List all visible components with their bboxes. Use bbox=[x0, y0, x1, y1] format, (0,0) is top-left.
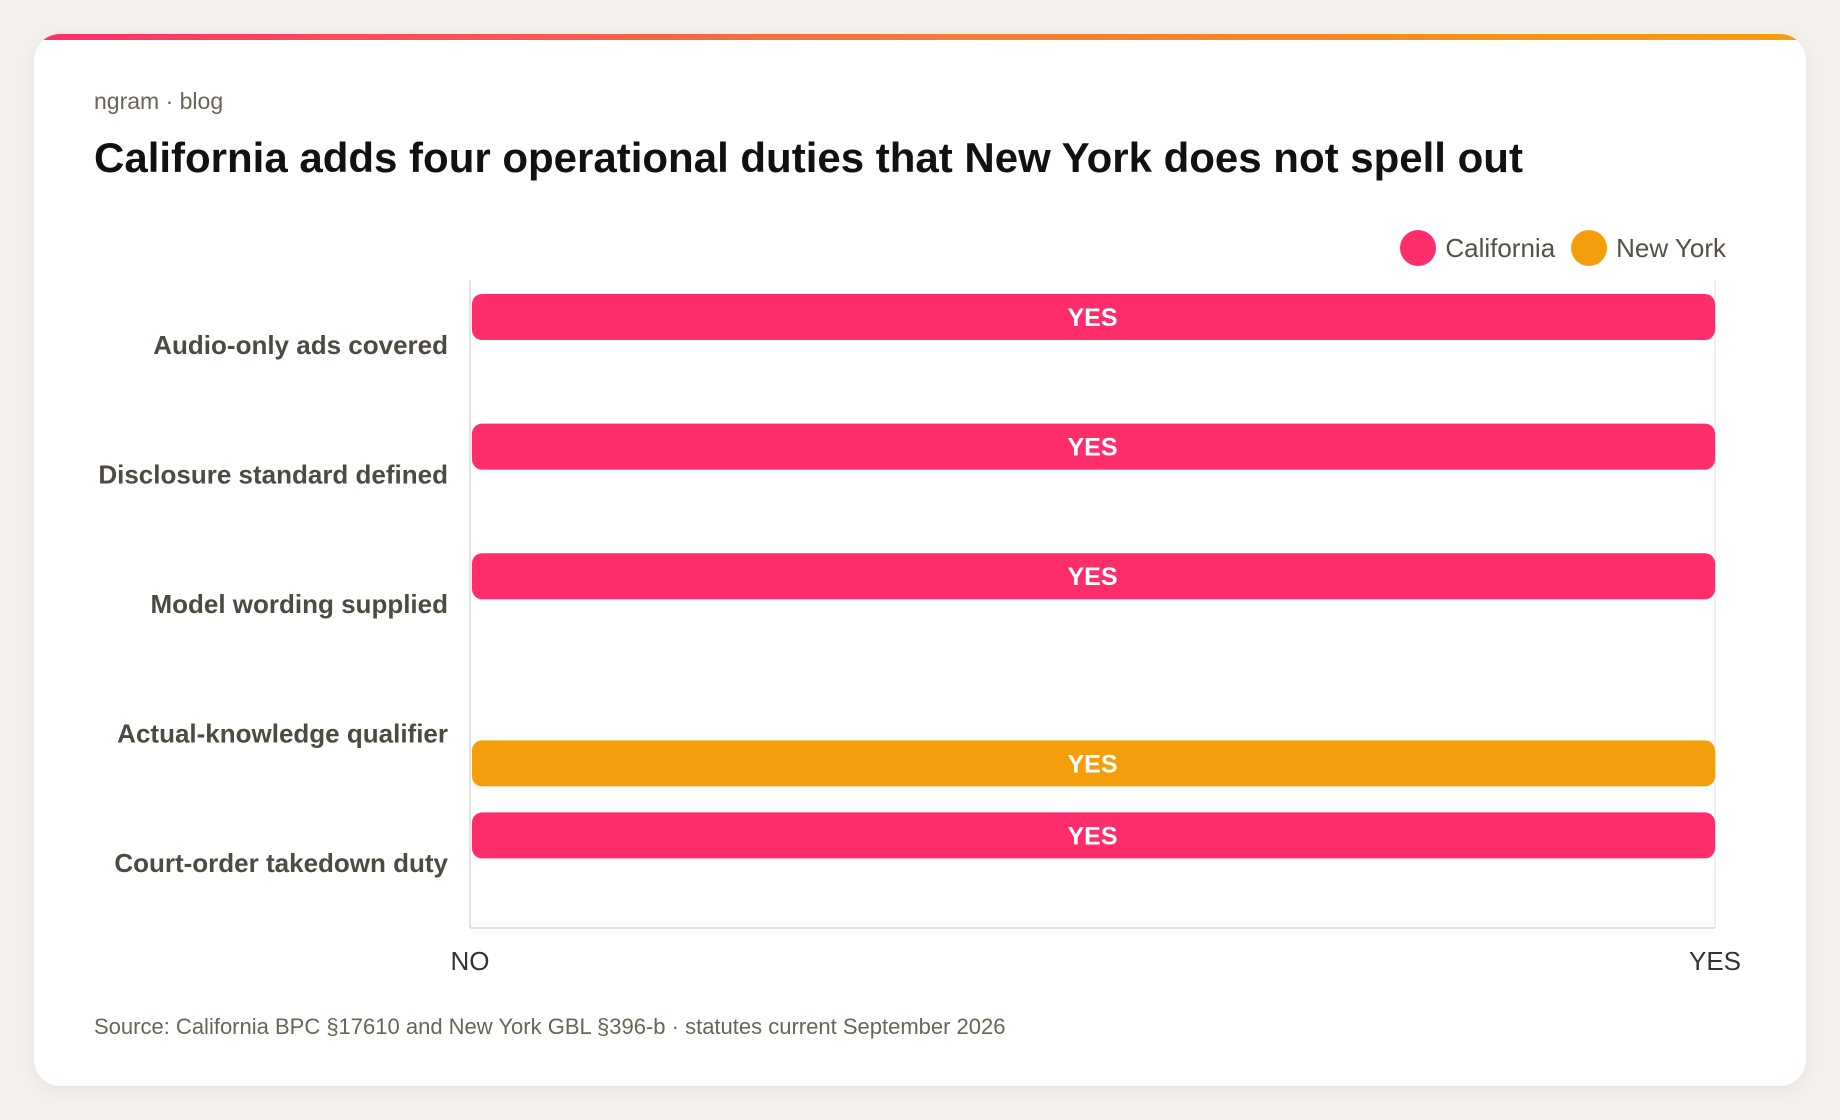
bar-california-model-wording-supplied bbox=[472, 553, 1715, 600]
legend-item-new-york: New York bbox=[1571, 230, 1726, 266]
category-label-audio-only-ads-covered: Audio-only ads covered bbox=[153, 330, 448, 360]
x-tick-label-yes: YES bbox=[1689, 946, 1741, 976]
category-label-actual-knowledge-qualifier: Actual-knowledge qualifier bbox=[117, 719, 448, 749]
legend-label-california: California bbox=[1445, 232, 1556, 263]
legend-swatch-california bbox=[1400, 230, 1437, 266]
legend-swatch-new-york bbox=[1571, 230, 1608, 266]
source-note: Source: California BPC §17610 and New Yo… bbox=[94, 1014, 1006, 1039]
brand-label: ngram · blog bbox=[94, 88, 224, 114]
bar-california-audio-only-ads-covered bbox=[472, 294, 1715, 340]
bar-new-york-actual-knowledge-qualifier bbox=[472, 740, 1715, 787]
bar-label-california-court-order-takedown-duty: YES bbox=[1067, 822, 1117, 850]
chart-legend: California New York bbox=[1400, 230, 1726, 266]
bar-label-california-model-wording-supplied: YES bbox=[1067, 563, 1117, 591]
bar-california-court-order-takedown-duty bbox=[472, 812, 1715, 859]
category-label-disclosure-standard-defined: Disclosure standard defined bbox=[98, 459, 448, 489]
legend-label-new-york: New York bbox=[1616, 232, 1726, 263]
category-label-model-wording-supplied: Model wording supplied bbox=[150, 589, 448, 619]
x-tick-label-no: NO bbox=[451, 946, 490, 976]
bar-label-new-york-actual-knowledge-qualifier: YES bbox=[1067, 750, 1117, 778]
bar-chart: Audio-only ads covered YES Disclosure stan… bbox=[98, 280, 1741, 976]
card-accent-bar bbox=[34, 34, 1806, 40]
bar-label-california-audio-only-ads-covered: YES bbox=[1067, 304, 1117, 332]
chart-title: California adds four operational duties … bbox=[94, 134, 1523, 181]
bar-california-disclosure-standard-defined bbox=[472, 423, 1715, 470]
chart-card: ngram · blog California adds four operat… bbox=[34, 34, 1806, 1086]
bar-label-california-disclosure-standard-defined: YES bbox=[1067, 434, 1117, 462]
legend-item-california: California bbox=[1400, 230, 1555, 266]
category-label-court-order-takedown-duty: Court-order takedown duty bbox=[114, 848, 448, 878]
